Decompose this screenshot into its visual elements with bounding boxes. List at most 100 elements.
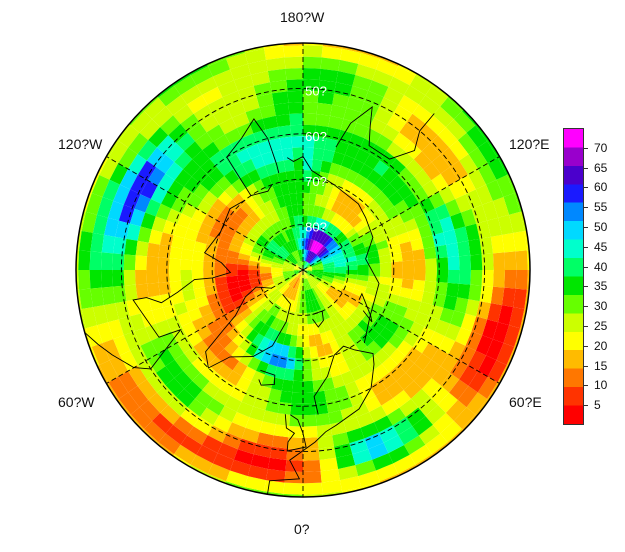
data-cell bbox=[286, 256, 296, 265]
data-cell bbox=[418, 301, 433, 316]
data-cell bbox=[450, 310, 466, 328]
colorbar-tick-mark bbox=[584, 286, 588, 288]
data-cell bbox=[193, 104, 214, 124]
data-cell bbox=[238, 188, 253, 203]
colorbar-tick-mark bbox=[584, 405, 588, 407]
lat-label: 80? bbox=[305, 220, 327, 235]
colorbar-tick-label: 25 bbox=[594, 319, 608, 333]
data-cell bbox=[251, 284, 264, 293]
data-cell bbox=[271, 261, 284, 267]
data-cell bbox=[337, 395, 353, 411]
data-cell bbox=[200, 364, 217, 382]
data-cell bbox=[375, 134, 393, 151]
data-cell bbox=[258, 323, 271, 337]
data-cell bbox=[236, 225, 250, 238]
latitude-circle bbox=[257, 224, 349, 316]
data-cell bbox=[345, 316, 358, 330]
data-cell bbox=[341, 154, 355, 170]
data-cell bbox=[370, 144, 387, 161]
data-cell bbox=[215, 247, 229, 257]
data-cell bbox=[325, 173, 338, 187]
data-cell bbox=[228, 243, 242, 253]
data-cell bbox=[160, 115, 181, 136]
data-cell bbox=[158, 85, 181, 107]
data-cell bbox=[306, 289, 312, 302]
data-cell bbox=[440, 372, 460, 393]
colorbar-tick-mark bbox=[584, 147, 588, 149]
data-cell bbox=[169, 246, 183, 260]
data-cell bbox=[345, 169, 359, 184]
data-cell bbox=[78, 270, 91, 290]
data-cell bbox=[314, 285, 324, 296]
data-cell bbox=[349, 85, 369, 102]
data-cell bbox=[310, 240, 317, 252]
data-cell bbox=[272, 275, 284, 281]
data-cell bbox=[230, 237, 244, 248]
data-cell bbox=[169, 258, 181, 270]
data-cell bbox=[263, 248, 276, 257]
data-cell bbox=[343, 417, 361, 433]
data-cell bbox=[321, 319, 331, 332]
data-cell bbox=[312, 268, 324, 270]
data-cell bbox=[171, 197, 187, 214]
data-cell bbox=[224, 355, 240, 371]
data-cell bbox=[265, 162, 278, 177]
data-cell bbox=[405, 176, 422, 194]
data-cell bbox=[311, 299, 318, 312]
data-cell bbox=[206, 319, 222, 334]
data-cell bbox=[355, 279, 368, 287]
data-cell bbox=[208, 356, 225, 373]
data-cell bbox=[329, 186, 341, 201]
data-cell bbox=[148, 295, 163, 311]
colorbar-tick-label: 15 bbox=[594, 358, 608, 373]
data-cell bbox=[216, 212, 231, 226]
data-cell bbox=[295, 346, 303, 359]
data-cell bbox=[233, 297, 246, 309]
data-cell bbox=[200, 348, 217, 365]
data-cell bbox=[327, 242, 339, 252]
data-cell bbox=[375, 239, 389, 250]
data-cell bbox=[256, 93, 274, 108]
data-cell bbox=[260, 350, 273, 364]
data-cell bbox=[368, 270, 381, 277]
data-cell bbox=[468, 147, 488, 169]
data-cell bbox=[409, 321, 425, 337]
data-cell bbox=[321, 234, 331, 246]
data-cell bbox=[260, 272, 272, 278]
data-cell bbox=[316, 284, 326, 295]
data-cell bbox=[299, 301, 303, 314]
data-cell bbox=[386, 292, 400, 305]
data-cell bbox=[303, 301, 307, 314]
data-cell bbox=[294, 289, 300, 302]
data-cell bbox=[303, 192, 310, 205]
data-cell bbox=[161, 331, 178, 349]
data-cell bbox=[394, 199, 410, 215]
data-cell bbox=[315, 114, 331, 127]
data-cell bbox=[287, 241, 295, 253]
data-cell bbox=[174, 151, 193, 170]
data-cell bbox=[340, 476, 362, 492]
data-cell bbox=[219, 232, 234, 244]
data-cell bbox=[239, 284, 252, 293]
data-cell bbox=[252, 305, 265, 317]
data-cell bbox=[378, 425, 399, 443]
data-cell bbox=[364, 287, 378, 297]
data-cell bbox=[384, 319, 400, 334]
data-cell bbox=[478, 355, 497, 377]
data-cell bbox=[245, 342, 259, 357]
data-cell bbox=[419, 326, 435, 343]
data-cell bbox=[405, 113, 426, 133]
data-cell bbox=[418, 95, 441, 116]
data-cell bbox=[271, 435, 289, 449]
data-cell bbox=[275, 413, 291, 426]
data-cell bbox=[126, 299, 141, 317]
data-cell bbox=[270, 329, 281, 343]
data-cell bbox=[101, 270, 113, 288]
data-cell bbox=[357, 264, 369, 270]
data-cell bbox=[157, 270, 170, 283]
data-cell bbox=[308, 334, 317, 347]
data-cell bbox=[167, 342, 184, 360]
data-cell bbox=[296, 263, 303, 270]
data-cell bbox=[330, 300, 342, 312]
data-cell bbox=[457, 283, 471, 300]
